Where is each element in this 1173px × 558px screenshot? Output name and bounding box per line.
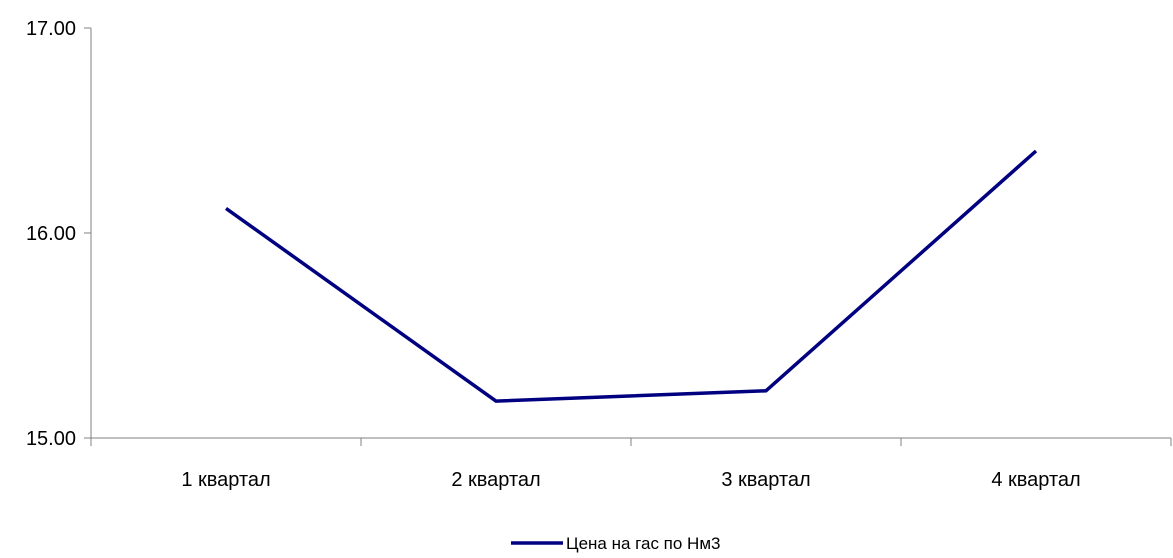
x-tick-label: 1 квартал (181, 469, 270, 491)
x-tick-label: 4 квартал (991, 469, 1080, 491)
series-lines (224, 149, 1038, 403)
x-tick-label: 2 квартал (451, 469, 540, 491)
legend-label: Цена на гас по Нм3 (566, 534, 720, 553)
legend: Цена на гас по Нм3 (511, 534, 720, 553)
series-line (224, 149, 1038, 403)
x-tick-label: 3 квартал (721, 469, 810, 491)
y-tick-label: 15.00 (26, 428, 76, 450)
y-tick-label: 16.00 (26, 223, 76, 245)
y-tick-label: 17.00 (26, 18, 76, 40)
tick-labels: 15.00 16.00 17.00 1 квартал 2 квартал 3 кварт… (26, 18, 1081, 491)
axes (84, 27, 1172, 446)
